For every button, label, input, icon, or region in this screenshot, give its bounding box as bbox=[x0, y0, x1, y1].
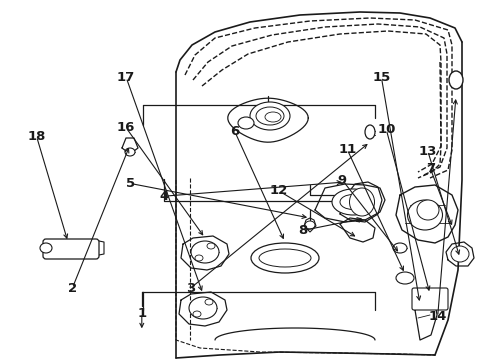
Text: 4: 4 bbox=[159, 190, 168, 203]
Ellipse shape bbox=[238, 117, 253, 129]
Ellipse shape bbox=[339, 194, 365, 210]
Ellipse shape bbox=[256, 107, 284, 125]
Text: 10: 10 bbox=[376, 123, 395, 136]
Text: 11: 11 bbox=[337, 143, 356, 156]
Text: 9: 9 bbox=[337, 174, 346, 186]
Text: 16: 16 bbox=[117, 121, 135, 134]
Text: 18: 18 bbox=[27, 130, 46, 143]
Text: 7: 7 bbox=[425, 162, 434, 175]
Ellipse shape bbox=[249, 102, 289, 130]
Text: 17: 17 bbox=[117, 71, 135, 84]
Ellipse shape bbox=[450, 246, 468, 262]
Text: 8: 8 bbox=[298, 224, 307, 237]
Ellipse shape bbox=[395, 272, 413, 284]
Ellipse shape bbox=[259, 249, 310, 267]
Ellipse shape bbox=[305, 221, 314, 229]
Ellipse shape bbox=[189, 297, 217, 319]
Text: 3: 3 bbox=[186, 282, 195, 294]
Text: 5: 5 bbox=[126, 177, 135, 190]
Text: 1: 1 bbox=[137, 307, 146, 320]
Ellipse shape bbox=[392, 243, 406, 253]
Text: 13: 13 bbox=[418, 145, 436, 158]
Ellipse shape bbox=[193, 311, 201, 317]
Text: 15: 15 bbox=[371, 71, 390, 84]
Ellipse shape bbox=[204, 299, 213, 305]
FancyBboxPatch shape bbox=[411, 288, 447, 310]
Ellipse shape bbox=[195, 255, 203, 261]
Ellipse shape bbox=[416, 200, 438, 220]
Text: 12: 12 bbox=[269, 184, 287, 197]
FancyBboxPatch shape bbox=[43, 239, 99, 259]
Ellipse shape bbox=[364, 125, 374, 139]
Ellipse shape bbox=[206, 243, 215, 249]
Ellipse shape bbox=[125, 148, 135, 156]
Ellipse shape bbox=[448, 71, 462, 89]
Text: 6: 6 bbox=[230, 125, 239, 138]
Ellipse shape bbox=[250, 243, 318, 273]
Text: 2: 2 bbox=[68, 282, 77, 294]
Ellipse shape bbox=[191, 241, 219, 263]
Ellipse shape bbox=[264, 112, 281, 122]
Ellipse shape bbox=[349, 188, 374, 216]
Ellipse shape bbox=[331, 189, 373, 215]
Ellipse shape bbox=[40, 243, 52, 253]
Text: 14: 14 bbox=[427, 310, 446, 323]
Ellipse shape bbox=[407, 200, 442, 230]
